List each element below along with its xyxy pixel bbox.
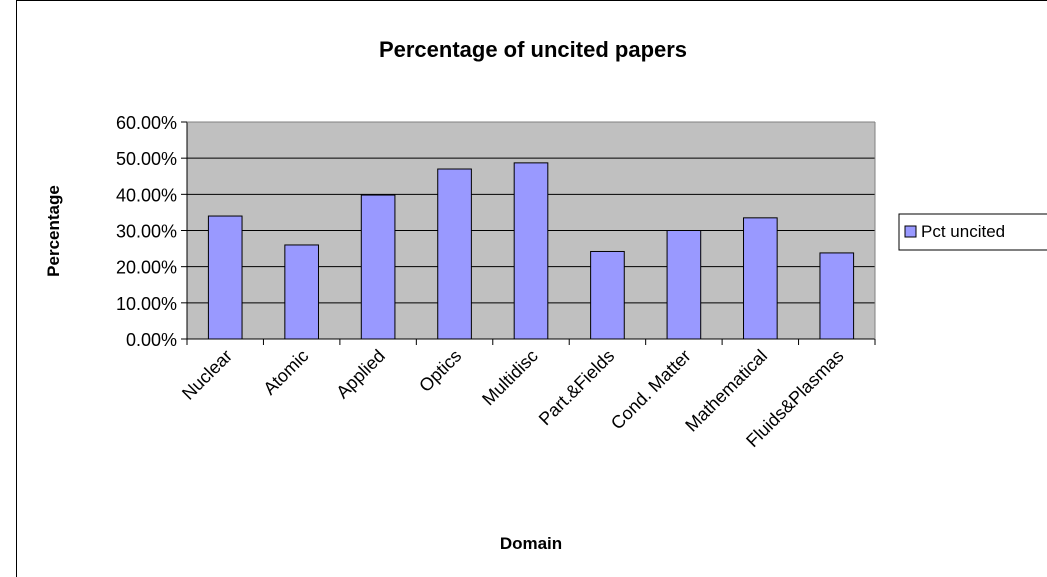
y-tick-label: 10.00% bbox=[116, 294, 177, 314]
y-tick-label: 60.00% bbox=[116, 113, 177, 133]
bar bbox=[666, 230, 702, 340]
legend-swatch bbox=[904, 225, 917, 238]
x-tick-label: Nuclear bbox=[178, 346, 236, 404]
bar bbox=[207, 215, 243, 340]
y-tick-labels: 0.00% 10.00% 20.00% 30.00% 40.00% 50.00% 60.00… bbox=[116, 113, 177, 350]
bar bbox=[819, 252, 855, 340]
x-tick-label: Part.&Fields bbox=[535, 346, 618, 429]
bar bbox=[284, 244, 319, 340]
y-tick-label: 30.00% bbox=[116, 222, 177, 242]
bar bbox=[437, 168, 472, 340]
legend: Pct uncited bbox=[898, 213, 1047, 251]
y-tick-label: 40.00% bbox=[116, 185, 177, 205]
y-axis-label: Percentage bbox=[44, 185, 63, 277]
y-tick-label: 0.00% bbox=[126, 330, 177, 350]
chart-title: Percentage of uncited papers bbox=[379, 37, 687, 62]
bar bbox=[513, 162, 549, 340]
axes bbox=[181, 121, 876, 345]
legend-box bbox=[898, 213, 1047, 251]
chart-frame bbox=[16, 0, 1047, 577]
legend-label: Pct uncited bbox=[921, 222, 1005, 241]
x-tick-labels: Nuclear Atomic Applied Optics MultidiscPart.… bbox=[178, 346, 848, 451]
x-tick-label: Multidisc bbox=[478, 346, 542, 410]
y-tick-label: 50.00% bbox=[116, 149, 177, 169]
y-tick-label: 20.00% bbox=[116, 258, 177, 278]
bars bbox=[207, 162, 855, 340]
x-tick-label: Applied bbox=[332, 346, 389, 403]
x-tick-label: Atomic bbox=[259, 346, 312, 399]
x-tick-label: Optics bbox=[415, 346, 465, 396]
x-axis-label: Domain bbox=[500, 534, 562, 553]
bar bbox=[360, 194, 396, 340]
bar bbox=[590, 250, 625, 340]
bar bbox=[743, 217, 778, 340]
